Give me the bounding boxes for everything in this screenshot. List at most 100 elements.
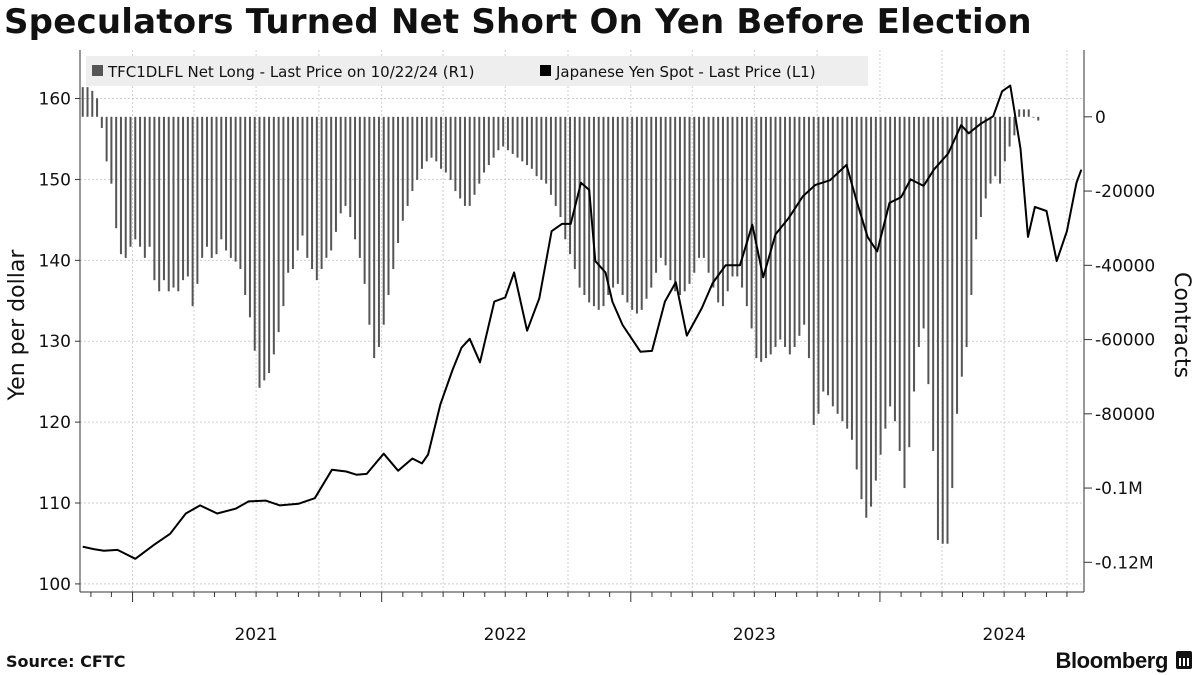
net-long-bar — [984, 116, 987, 199]
net-long-bar — [401, 116, 404, 221]
legend-background — [86, 56, 868, 86]
bloomberg-logo: Bloomberg — [1055, 648, 1168, 673]
source-note: Source: CFTC — [6, 652, 126, 671]
net-long-bar — [707, 116, 710, 273]
net-long-bar — [616, 116, 619, 284]
left-tick-label: 160 — [39, 90, 71, 110]
net-long-bar — [545, 116, 548, 184]
net-long-bar — [769, 116, 772, 355]
net-long-bar — [889, 116, 892, 407]
net-long-bar — [81, 87, 84, 117]
right-tick-label: -40000 — [1095, 256, 1155, 276]
net-long-bar — [296, 116, 299, 251]
net-long-bar — [941, 116, 944, 544]
net-long-bar — [559, 116, 562, 218]
net-long-bar — [640, 116, 643, 310]
net-long-bar — [549, 116, 552, 195]
net-long-bar — [363, 116, 366, 284]
left-axis-label: Yen per dollar — [5, 249, 30, 402]
net-long-bar — [1008, 116, 1011, 147]
net-long-bar — [492, 116, 495, 158]
net-long-bar — [425, 116, 428, 162]
net-long-bar — [387, 116, 390, 296]
net-long-bar — [172, 116, 175, 288]
net-long-bar — [201, 116, 204, 258]
net-long-bar — [908, 116, 911, 448]
net-long-bar — [483, 116, 486, 173]
net-long-bar — [253, 116, 256, 351]
net-long-bar — [846, 116, 849, 429]
net-long-bar — [1022, 109, 1025, 117]
net-long-bar — [726, 116, 729, 292]
net-long-bar — [334, 116, 337, 232]
net-long-bar — [870, 116, 873, 507]
net-long-bar — [917, 116, 920, 347]
net-long-bar — [248, 116, 251, 318]
net-long-bar — [588, 116, 591, 303]
net-long-bar — [1032, 116, 1035, 118]
net-long-bar — [191, 116, 194, 307]
left-axis-ticks: 100 110 120 130 140 150 160 — [39, 90, 80, 595]
right-axis-label: Contracts — [1169, 272, 1194, 378]
net-long-bar — [693, 116, 696, 273]
net-long-bar — [167, 116, 170, 292]
net-long-bar — [244, 116, 247, 296]
left-tick-label: 120 — [39, 413, 71, 433]
net-long-bar — [597, 116, 600, 310]
net-long-bar — [229, 116, 232, 258]
net-long-bar — [659, 116, 662, 258]
legend-swatch-bars — [92, 65, 103, 76]
net-long-bar — [683, 116, 686, 292]
x-axis-ticks: 2021 2022 2023 2024 — [90, 592, 1068, 645]
net-long-bar — [1037, 116, 1040, 121]
net-long-bar — [1018, 109, 1021, 117]
net-long-bar — [898, 116, 901, 451]
net-long-bar — [893, 116, 896, 422]
net-long-bar — [182, 116, 185, 281]
net-long-bar — [392, 116, 395, 270]
net-long-bar — [420, 116, 423, 169]
net-long-bar — [263, 116, 266, 381]
net-long-bar — [583, 116, 586, 296]
net-long-bars — [81, 87, 1040, 544]
net-long-bar — [540, 116, 543, 180]
net-long-bar — [373, 116, 376, 359]
net-long-bar — [755, 116, 758, 359]
net-long-bar — [607, 116, 610, 296]
net-long-bar — [903, 116, 906, 489]
net-long-bar — [698, 116, 701, 258]
net-long-bar — [827, 116, 830, 396]
net-long-bar — [268, 116, 271, 373]
net-long-bar — [521, 116, 524, 162]
net-long-bar — [220, 116, 223, 240]
net-long-bar — [736, 116, 739, 277]
right-tick-label: -20000 — [1095, 182, 1155, 202]
axes — [79, 50, 1085, 593]
net-long-bar — [836, 116, 839, 414]
net-long-bar — [100, 116, 103, 128]
net-long-bar — [760, 116, 763, 362]
right-tick-label: -0.1M — [1095, 479, 1143, 499]
net-long-bar — [349, 116, 352, 218]
net-long-bar — [339, 116, 342, 214]
net-long-bar — [277, 116, 280, 333]
net-long-bar — [635, 116, 638, 314]
net-long-bar — [463, 116, 466, 206]
net-long-bar — [91, 90, 94, 117]
net-long-bar — [554, 116, 557, 206]
net-long-bar — [158, 116, 161, 292]
net-long-bar — [721, 116, 724, 307]
net-long-bar — [311, 116, 314, 270]
net-long-bar — [454, 116, 457, 192]
net-long-bar — [764, 116, 767, 359]
x-tick-label: 2021 — [234, 625, 277, 645]
left-tick-label: 110 — [39, 494, 71, 514]
bloomberg-mark-icon — [1176, 651, 1192, 669]
net-long-bar — [406, 116, 409, 206]
net-long-bar — [115, 116, 118, 229]
net-long-bar — [702, 116, 705, 258]
net-long-bar — [989, 116, 992, 184]
net-long-bar — [674, 116, 677, 292]
net-long-bar — [287, 116, 290, 273]
net-long-bar — [153, 116, 156, 281]
